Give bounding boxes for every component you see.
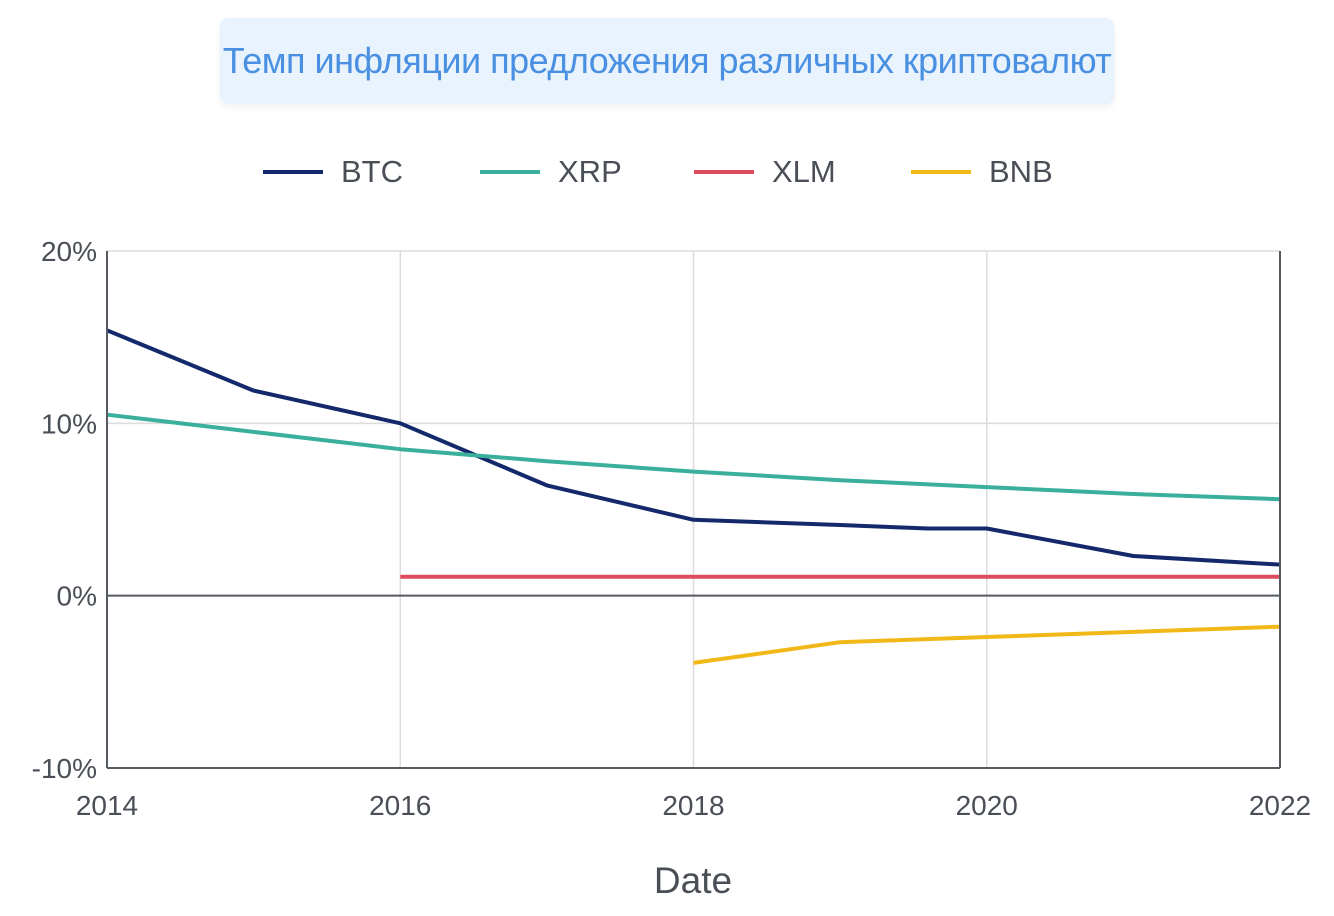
x-axis-title: Date [654, 860, 732, 901]
legend-label-xlm: XLM [772, 154, 836, 189]
x-axis-ticks: 2014 2016 2018 2020 2022 [76, 790, 1311, 821]
series-line-xrp [106, 412, 1281, 502]
y-tick-label: 0% [57, 581, 97, 612]
x-tick-label: 2014 [76, 790, 138, 821]
x-tick-label: 2018 [662, 790, 724, 821]
x-tick-label: 2022 [1249, 790, 1311, 821]
legend-label-bnb: BNB [989, 154, 1053, 189]
series-line-btc [106, 328, 1281, 567]
chart-title: Темп инфляции предложения различных крип… [222, 40, 1112, 81]
x-tick-label: 2016 [369, 790, 431, 821]
y-tick-label: -10% [32, 753, 97, 784]
series-lines [106, 328, 1281, 665]
y-tick-label: 20% [41, 236, 97, 267]
y-tick-label: 10% [41, 408, 97, 439]
legend-label-xrp: XRP [558, 154, 622, 189]
grid-lines [106, 250, 1281, 769]
series-line-bnb [693, 624, 1281, 665]
x-tick-label: 2020 [956, 790, 1018, 821]
plot-frame [106, 251, 1281, 769]
legend-label-btc: BTC [341, 154, 403, 189]
chart-title-box: Темп инфляции предложения различных крип… [220, 18, 1114, 104]
y-axis-ticks: 20% 10% 0% -10% [32, 236, 97, 784]
legend: BTC XRP XLM BNB [263, 154, 1053, 189]
